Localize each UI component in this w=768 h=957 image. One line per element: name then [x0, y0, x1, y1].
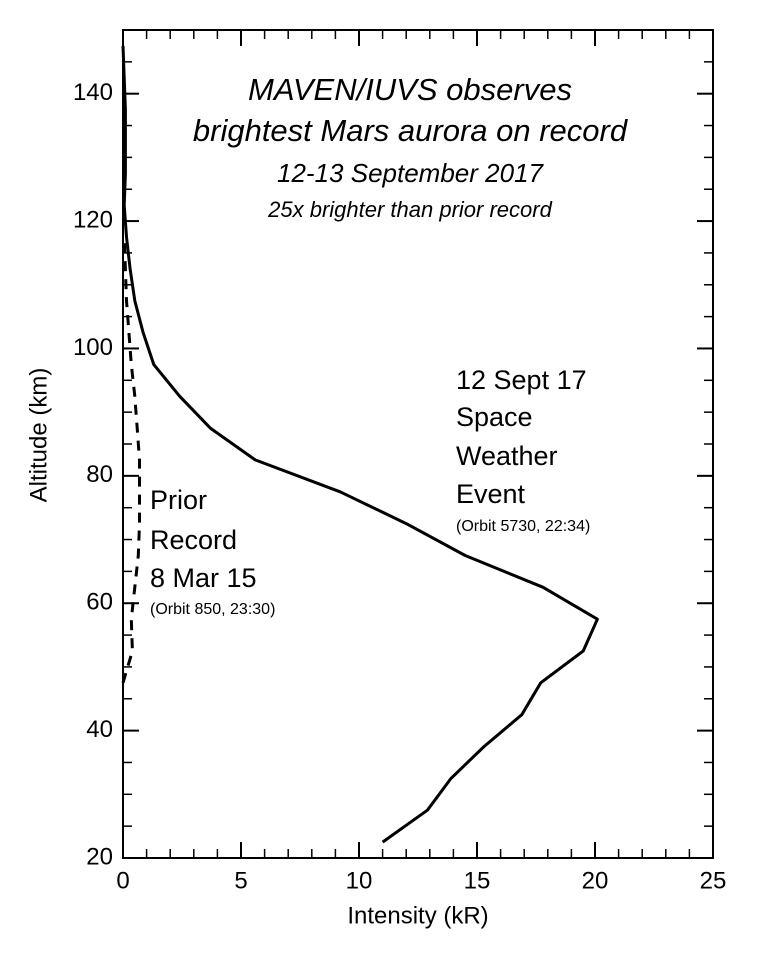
y-tick-label: 60 [86, 589, 113, 616]
x-tick-label: 15 [464, 867, 491, 894]
annotation-note: (Orbit 850, 23:30) [150, 601, 275, 618]
x-tick-label: 0 [116, 867, 129, 894]
annotation: Record [150, 525, 237, 555]
annotation: 12 Sept 17 [456, 365, 587, 395]
title-line: brightest Mars aurora on record [193, 113, 629, 148]
x-tick-label: 10 [346, 867, 373, 894]
y-tick-label: 140 [73, 79, 113, 106]
annotation: Prior [150, 485, 207, 515]
title-line: 12-13 September 2017 [277, 158, 545, 188]
y-axis-label: Altitude (km) [25, 368, 52, 503]
title-line: 25x brighter than prior record [267, 197, 552, 222]
title-line: MAVEN/IUVS observes [248, 72, 572, 107]
y-tick-label: 80 [86, 461, 113, 488]
annotation: Weather [456, 441, 558, 471]
y-tick-label: 40 [86, 716, 113, 743]
y-tick-label: 100 [73, 334, 113, 361]
x-tick-label: 20 [582, 867, 609, 894]
y-tick-label: 120 [73, 206, 113, 233]
annotation-note: (Orbit 5730, 22:34) [456, 518, 590, 535]
x-axis-label: Intensity (kR) [347, 902, 488, 929]
annotation: Space [456, 402, 533, 432]
x-tick-label: 25 [700, 867, 727, 894]
annotation: 8 Mar 15 [150, 563, 257, 593]
plot-frame [122, 29, 714, 859]
data-line [121, 45, 599, 844]
data-line [121, 236, 141, 684]
annotation: Event [456, 479, 526, 509]
y-tick-label: 20 [86, 843, 113, 870]
x-tick-label: 5 [234, 867, 247, 894]
